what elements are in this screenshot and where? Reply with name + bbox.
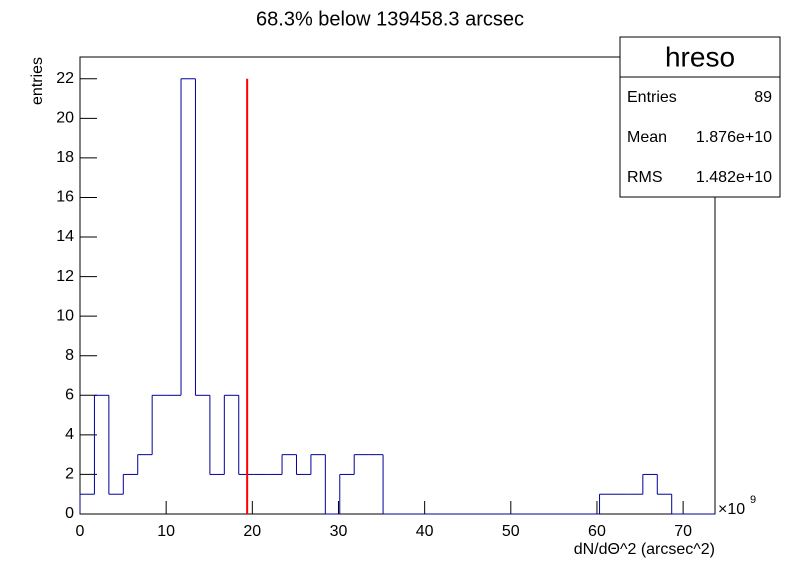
stats-title: hreso [665, 41, 735, 72]
y-tick-label: 16 [56, 189, 74, 206]
stats-key: RMS [627, 169, 663, 186]
x-tick-label: 50 [502, 523, 520, 540]
x-multiplier-exp: 9 [750, 494, 756, 506]
stats-value: 89 [754, 89, 772, 106]
y-tick-label: 18 [56, 149, 74, 166]
y-axis-label: entries [29, 57, 46, 105]
y-tick-label: 14 [56, 228, 74, 245]
y-tick-label: 10 [56, 307, 74, 324]
x-tick-label: 0 [76, 523, 85, 540]
y-tick-label: 4 [65, 426, 74, 443]
y-tick-label: 0 [65, 505, 74, 522]
stats-key: Entries [627, 89, 677, 106]
y-tick-label: 22 [56, 70, 74, 87]
x-multiplier: ×10 [718, 501, 745, 518]
x-tick-label: 40 [416, 523, 434, 540]
y-tick-label: 8 [65, 347, 74, 364]
x-tick-label: 60 [588, 523, 606, 540]
stats-value: 1.482e+10 [696, 169, 772, 186]
y-tick-label: 20 [56, 110, 74, 127]
stats-value: 1.876e+10 [696, 129, 772, 146]
x-tick-label: 70 [674, 523, 692, 540]
y-tick-label: 6 [65, 387, 74, 404]
stats-box [619, 36, 781, 198]
x-tick-label: 10 [157, 523, 175, 540]
y-tick-label: 2 [65, 466, 74, 483]
x-axis-label: dN/dΘ^2 (arcsec^2) [574, 541, 715, 558]
stats-key: Mean [627, 129, 667, 146]
chart-title: 68.3% below 139458.3 arcsec [256, 8, 524, 30]
x-tick-label: 30 [330, 523, 348, 540]
x-tick-label: 20 [243, 523, 261, 540]
y-tick-label: 12 [56, 268, 74, 285]
